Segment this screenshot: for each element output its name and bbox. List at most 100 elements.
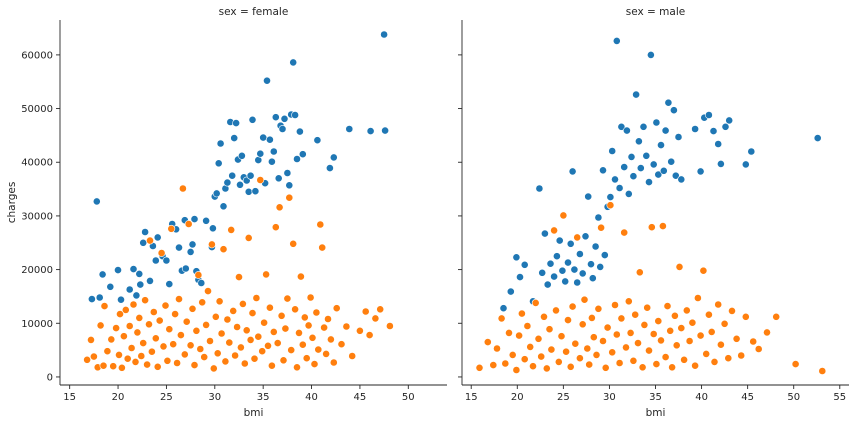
data-point — [244, 187, 253, 196]
facet-title: sex = female — [219, 6, 289, 18]
data-point — [285, 181, 294, 190]
data-point — [298, 340, 307, 349]
data-point — [295, 127, 304, 136]
data-point — [233, 323, 241, 331]
data-point — [194, 271, 203, 279]
data-point — [251, 187, 260, 196]
data-point — [526, 342, 535, 351]
data-point — [287, 346, 296, 354]
data-point — [129, 300, 138, 309]
data-point — [348, 352, 357, 360]
data-point — [714, 300, 723, 309]
y-tick-label: 0 — [47, 372, 53, 383]
x-tick-label: 30 — [603, 392, 616, 403]
data-point — [90, 352, 98, 361]
data-point — [248, 115, 257, 124]
data-point — [483, 338, 492, 346]
data-point — [121, 305, 130, 314]
data-point — [139, 238, 148, 247]
data-point — [675, 262, 684, 271]
x-tick-label: 25 — [557, 392, 570, 403]
data-point — [135, 313, 144, 322]
data-point — [308, 333, 317, 342]
data-point — [594, 213, 603, 222]
data-point — [622, 343, 630, 352]
data-point — [691, 125, 699, 133]
data-point — [542, 364, 551, 373]
data-point — [554, 357, 563, 366]
data-point — [98, 270, 107, 279]
data-point — [219, 202, 228, 211]
data-point — [643, 303, 652, 312]
data-point — [540, 312, 548, 321]
data-point — [267, 361, 276, 370]
x-tick-label: 35 — [257, 392, 270, 403]
data-point — [106, 282, 115, 291]
data-point — [145, 320, 153, 329]
data-point — [475, 363, 484, 372]
data-point — [271, 223, 280, 232]
data-point — [92, 197, 101, 206]
data-point — [310, 360, 319, 368]
data-point — [304, 321, 313, 330]
data-point — [173, 359, 181, 367]
data-point — [645, 346, 653, 355]
data-point — [157, 249, 166, 257]
data-point — [151, 256, 160, 265]
data-point — [262, 270, 270, 279]
data-point — [223, 178, 232, 187]
data-point — [267, 157, 276, 166]
data-point — [606, 201, 615, 210]
data-point — [269, 327, 278, 336]
data-point — [717, 340, 725, 349]
x-axis-title: bmi — [244, 407, 264, 419]
data-point — [584, 192, 593, 201]
data-point — [163, 356, 172, 365]
data-point — [165, 280, 174, 288]
data-point — [167, 224, 176, 233]
data-point — [671, 171, 680, 180]
data-point — [501, 359, 510, 368]
series-1 — [88, 30, 389, 304]
data-point — [337, 340, 346, 349]
data-point — [520, 260, 529, 269]
data-point — [278, 125, 287, 133]
data-point — [198, 298, 207, 307]
data-point — [588, 274, 597, 283]
data-point — [535, 184, 544, 193]
facet-panel-1: 15 20 25 30 35 40 45 50 0 10000 20000 30000 40000 500… — [6, 6, 447, 419]
x-tick-label: 30 — [208, 392, 221, 403]
data-point — [169, 340, 178, 349]
data-point — [87, 335, 95, 344]
data-point — [638, 363, 647, 372]
data-point — [291, 111, 299, 119]
x-tick-label: 40 — [695, 392, 708, 403]
data-point — [141, 228, 149, 236]
data-point — [585, 360, 594, 369]
y-tick-label: 40000 — [21, 158, 53, 169]
data-point — [258, 347, 267, 356]
data-point — [741, 312, 750, 321]
data-point — [180, 350, 189, 359]
data-point — [600, 251, 609, 259]
data-point — [302, 354, 311, 363]
data-point — [555, 236, 564, 245]
data-point — [385, 322, 394, 330]
data-point — [223, 315, 232, 324]
data-point — [190, 361, 199, 369]
data-point — [709, 127, 718, 136]
data-point — [188, 304, 197, 313]
x-tick-label: 40 — [305, 392, 318, 403]
data-point — [159, 342, 168, 351]
data-point — [277, 311, 286, 320]
data-point — [212, 189, 221, 198]
data-point — [547, 345, 556, 354]
data-point — [289, 239, 298, 248]
data-point — [240, 359, 249, 368]
data-point — [499, 304, 508, 313]
data-point — [566, 362, 575, 371]
data-point — [772, 312, 781, 321]
y-tick-label: 50000 — [21, 104, 53, 115]
data-point — [652, 118, 661, 127]
data-point — [508, 350, 517, 359]
